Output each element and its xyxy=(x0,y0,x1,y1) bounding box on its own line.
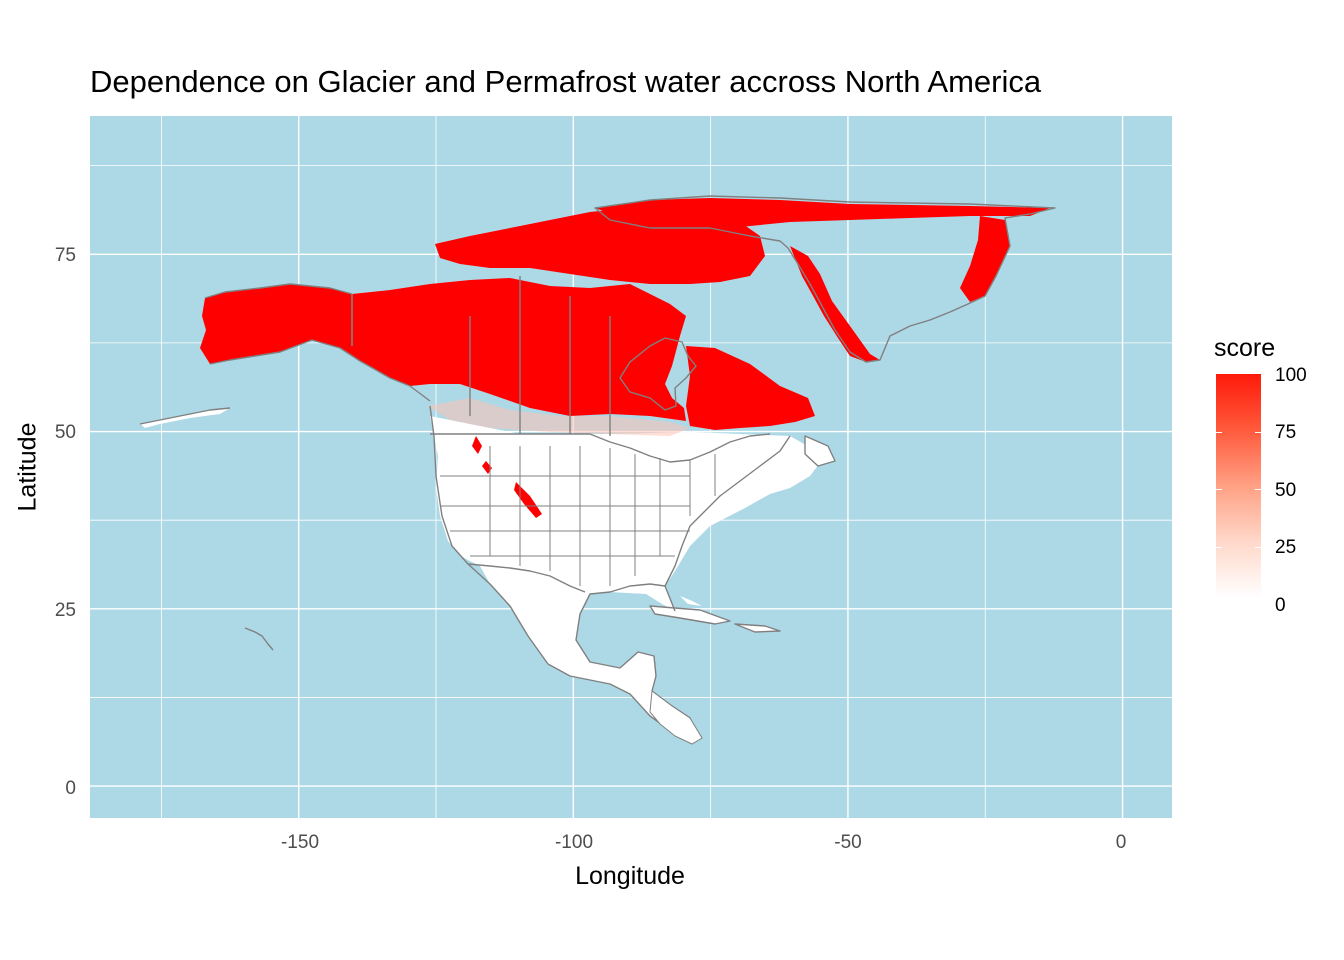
border-west-coast xyxy=(429,405,676,735)
central-america xyxy=(649,690,703,745)
land-cuba xyxy=(650,606,730,624)
x-tick-label: -100 xyxy=(554,832,594,853)
border-east-coast xyxy=(664,435,791,612)
borders xyxy=(139,195,1056,737)
x-tick-label: -50 xyxy=(834,832,862,853)
y-tick-label: 50 xyxy=(54,422,76,443)
border-us-mexico xyxy=(467,563,586,593)
land-bahamas xyxy=(680,596,702,606)
legend-tick-label: 0 xyxy=(1275,595,1286,616)
border-newfoundland xyxy=(804,435,836,467)
legend-tick-mark xyxy=(1255,432,1261,433)
border-aleutians xyxy=(139,407,231,425)
transition-band xyxy=(428,398,690,436)
y-axis-label: Latitude xyxy=(13,422,42,512)
border-hispaniola xyxy=(734,623,781,633)
land-aleutians xyxy=(140,408,230,428)
x-axis-label: Longitude xyxy=(575,862,685,890)
y-tick-label: 75 xyxy=(54,245,76,266)
legend-colorbar xyxy=(1216,374,1261,598)
x-tick-label: -150 xyxy=(280,832,320,853)
chart-title: Dependence on Glacier and Permafrost wat… xyxy=(90,64,1042,99)
border-hawaii xyxy=(244,627,274,651)
legend-tick-mark xyxy=(1255,547,1261,548)
legend-tick-mark xyxy=(1216,489,1222,490)
transition-southern-edge xyxy=(428,398,690,436)
y-tick-label: 0 xyxy=(65,778,76,799)
red-west-greenland xyxy=(790,246,880,362)
map-svg xyxy=(90,116,1172,818)
red-quebec-labrador xyxy=(686,346,815,430)
border-canada-provinces xyxy=(351,276,611,436)
red-rockies-2 xyxy=(514,482,542,518)
legend-tick-mark xyxy=(1216,547,1222,548)
x-tick-label: 0 xyxy=(1115,832,1127,853)
map-panel xyxy=(90,116,1172,818)
border-hudson-bay xyxy=(619,337,697,411)
legend-tick-label: 100 xyxy=(1275,365,1307,386)
land-newfoundland xyxy=(805,436,835,466)
border-cuba xyxy=(649,605,731,625)
border-greenland xyxy=(594,195,1056,363)
legend-tick-label: 25 xyxy=(1275,537,1297,558)
red-rockies-1 xyxy=(472,436,482,454)
legend-tick-label: 75 xyxy=(1275,422,1297,443)
y-tick-label: 25 xyxy=(54,600,76,621)
land-hispaniola xyxy=(735,624,780,632)
red-alaska-canada xyxy=(200,278,686,421)
high-score-region xyxy=(200,198,1050,518)
state-lines xyxy=(440,446,716,586)
border-us-canada xyxy=(430,433,771,463)
legend-tick-mark xyxy=(1255,489,1261,490)
state-horizontals xyxy=(440,475,690,557)
legend-title: score xyxy=(1214,334,1276,362)
land-base xyxy=(140,408,835,742)
legend-tick-mark xyxy=(1216,432,1222,433)
red-northern-greenland xyxy=(595,198,1050,228)
legend-tick-label: 50 xyxy=(1275,480,1297,501)
land-central-america xyxy=(649,690,703,745)
red-east-greenland xyxy=(960,216,1010,302)
